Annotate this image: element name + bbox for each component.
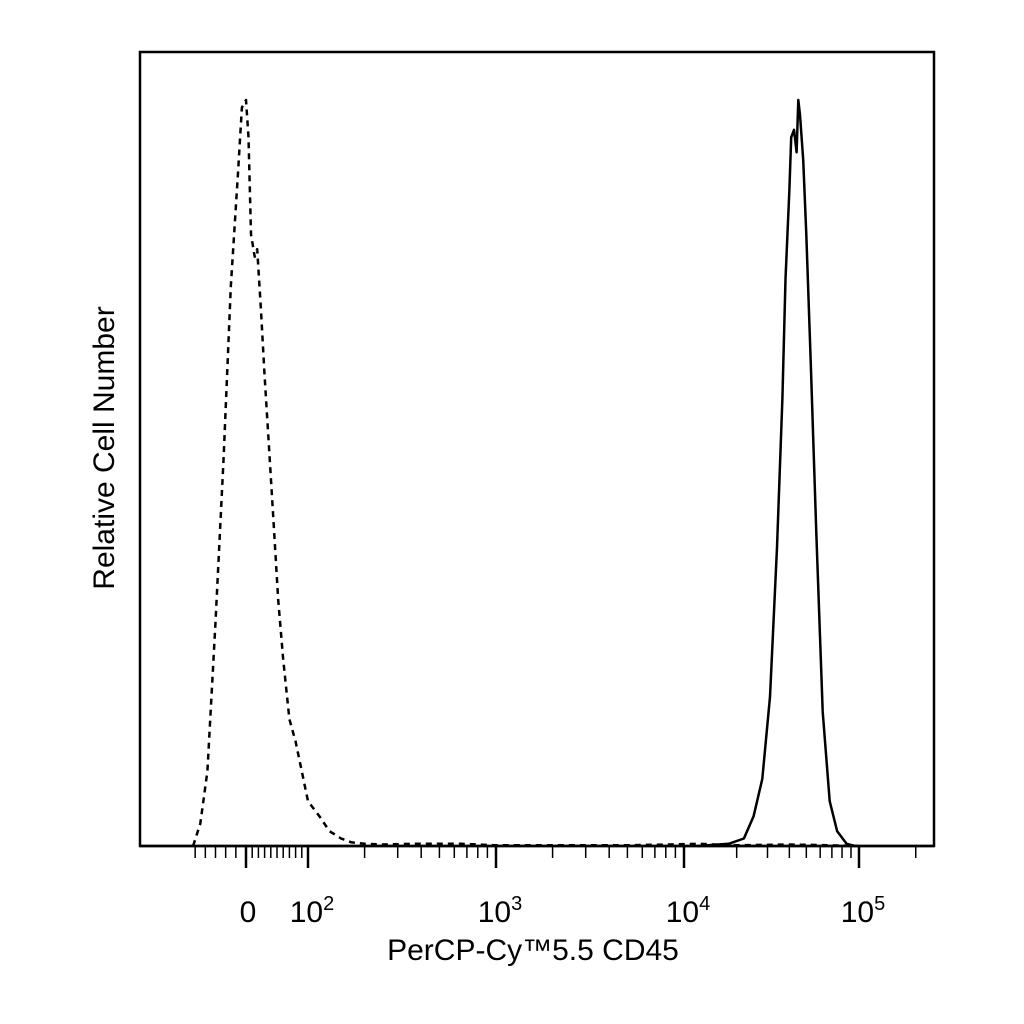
x-tick-label: 104 <box>666 893 711 929</box>
x-axis-ticks <box>140 844 934 868</box>
x-axis-label: PerCP-Cy™5.5 CD45 <box>387 934 679 967</box>
histogram-dashed-series <box>191 98 860 848</box>
x-tick-label: 0 <box>240 896 257 929</box>
x-tick-label: 103 <box>478 893 523 929</box>
y-axis-label: Relative Cell Number <box>88 306 121 589</box>
x-tick-label: 105 <box>841 893 886 929</box>
x-axis-tick-labels: 0 102 103 104 105 <box>240 893 886 929</box>
histogram-solid-series <box>697 98 856 848</box>
plot-frame <box>138 50 936 848</box>
x-tick-label: 102 <box>290 893 335 929</box>
series-layer <box>191 98 860 848</box>
